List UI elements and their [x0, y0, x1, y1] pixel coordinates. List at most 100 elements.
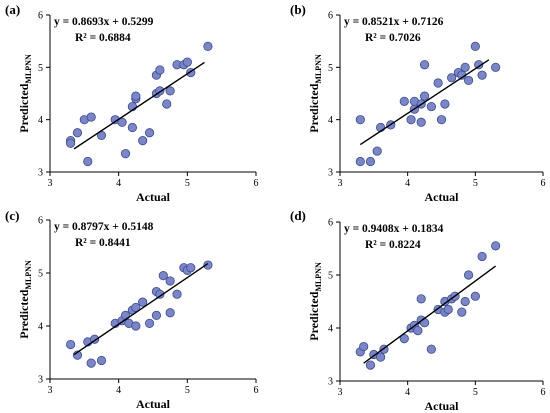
- x-tick-label: 3: [48, 385, 53, 396]
- chart-panel-2: (b) 3 4 5 6 3 4 5 6 Actual PredictedMLPNN y = 0.852…: [290, 2, 546, 204]
- data-point: [474, 60, 484, 70]
- data-point: [66, 138, 76, 148]
- data-point: [182, 57, 192, 67]
- data-point: [138, 136, 148, 146]
- data-point: [359, 341, 369, 352]
- x-tick-label: 3: [338, 387, 343, 398]
- data-point: [165, 86, 175, 96]
- data-point: [144, 318, 155, 328]
- x-tick-label: 5: [185, 178, 190, 189]
- data-point: [83, 156, 93, 167]
- data-point: [66, 339, 76, 350]
- y-tick-label: 4: [328, 324, 333, 335]
- y-tick-label: 3: [38, 168, 43, 179]
- data-point: [372, 146, 382, 156]
- y-tick-label: 5: [38, 63, 43, 74]
- panel-label: (a): [5, 2, 20, 17]
- y-axis-title: PredictedMLPNN: [307, 262, 323, 341]
- data-point: [72, 128, 83, 138]
- data-point: [117, 117, 127, 127]
- r-squared-label: R² = 0.8224: [365, 239, 421, 251]
- chart-panel-4: (d) 3 4 5 6 3 4 5 6 Actual PredictedMLPNN y = 0.940…: [290, 208, 546, 413]
- x-tick-label: 5: [473, 178, 478, 189]
- x-tick-label: 6: [541, 387, 546, 398]
- y-axis-title-main: Predicted: [17, 289, 31, 338]
- y-tick-label: 4: [38, 115, 43, 126]
- y-axis-title: PredictedMLPNN: [17, 260, 33, 339]
- chart-panel-3: (c) 3 4 5 6 3 4 5 6 Actual PredictedMLPNN y = 0.879…: [5, 208, 259, 411]
- data-point: [127, 122, 137, 133]
- regression-equation: y = 0.8797x + 0.5148: [54, 221, 154, 233]
- data-point: [155, 65, 165, 75]
- data-point: [463, 75, 474, 86]
- y-axis-title-main: Predicted: [307, 83, 321, 132]
- data-point: [203, 41, 213, 52]
- data-point: [365, 360, 376, 370]
- data-point: [162, 99, 172, 109]
- data-point: [138, 297, 148, 307]
- r-squared-label: R² = 0.7026: [365, 32, 421, 44]
- data-point: [399, 96, 409, 106]
- data-point: [172, 289, 182, 299]
- data-point: [131, 302, 141, 313]
- x-axis-title: Actual: [425, 190, 460, 204]
- x-tick-label: 4: [405, 387, 410, 398]
- data-point: [375, 352, 386, 362]
- x-tick-label: 5: [185, 385, 190, 396]
- y-axis-title-main: Predicted: [307, 291, 321, 340]
- data-point: [491, 241, 501, 251]
- data-point: [131, 321, 141, 331]
- data-point: [413, 326, 423, 336]
- y-axis-title: PredictedMLPNN: [307, 54, 323, 133]
- data-point: [406, 115, 416, 125]
- trendline: [73, 61, 205, 150]
- chart-panel-1: (a) 3 4 5 6 3 4 5 6 Actual PredictedMLPNN y = 0.869…: [5, 2, 259, 204]
- data-point: [491, 62, 501, 72]
- data-point: [165, 308, 175, 318]
- trendline: [73, 263, 209, 356]
- data-point: [426, 344, 436, 354]
- data-point: [460, 62, 470, 72]
- data-point: [86, 112, 96, 122]
- y-tick-label: 6: [38, 11, 43, 22]
- data-point: [436, 115, 447, 125]
- data-point: [131, 91, 141, 101]
- y-tick-label: 3: [328, 168, 333, 179]
- data-point: [365, 156, 376, 167]
- data-point: [144, 128, 155, 138]
- panel-label: (d): [290, 208, 306, 223]
- data-point: [433, 78, 443, 88]
- x-axis-title: Actual: [425, 399, 460, 413]
- x-tick-label: 6: [254, 385, 259, 396]
- y-tick-label: 6: [328, 11, 333, 22]
- data-point: [477, 70, 487, 80]
- r-squared-label: R² = 0.8441: [75, 237, 131, 249]
- data-point: [120, 149, 131, 159]
- data-point: [457, 307, 467, 317]
- panel-label: (b): [290, 2, 306, 17]
- data-point: [416, 117, 426, 127]
- y-tick-label: 4: [328, 115, 333, 126]
- y-tick-label: 5: [328, 271, 333, 282]
- x-tick-label: 5: [473, 387, 478, 398]
- data-point: [419, 91, 430, 101]
- data-point: [463, 270, 474, 280]
- y-axis-title-subscript: MLPNN: [314, 54, 323, 84]
- data-point: [419, 60, 430, 70]
- data-point: [165, 276, 175, 286]
- y-axis-title: PredictedMLPNN: [17, 54, 33, 133]
- data-point: [355, 115, 365, 125]
- data-point: [96, 355, 107, 366]
- data-point: [399, 333, 409, 344]
- data-point: [203, 260, 213, 270]
- data-point: [158, 271, 168, 281]
- y-tick-label: 4: [38, 322, 43, 333]
- data-point: [426, 101, 436, 112]
- x-tick-label: 3: [48, 178, 53, 189]
- y-axis-title-subscript: MLPNN: [314, 262, 323, 292]
- y-tick-label: 6: [328, 218, 333, 229]
- x-tick-label: 4: [116, 385, 121, 396]
- data-point: [477, 251, 487, 262]
- data-point: [460, 296, 470, 307]
- y-tick-label: 3: [328, 377, 333, 388]
